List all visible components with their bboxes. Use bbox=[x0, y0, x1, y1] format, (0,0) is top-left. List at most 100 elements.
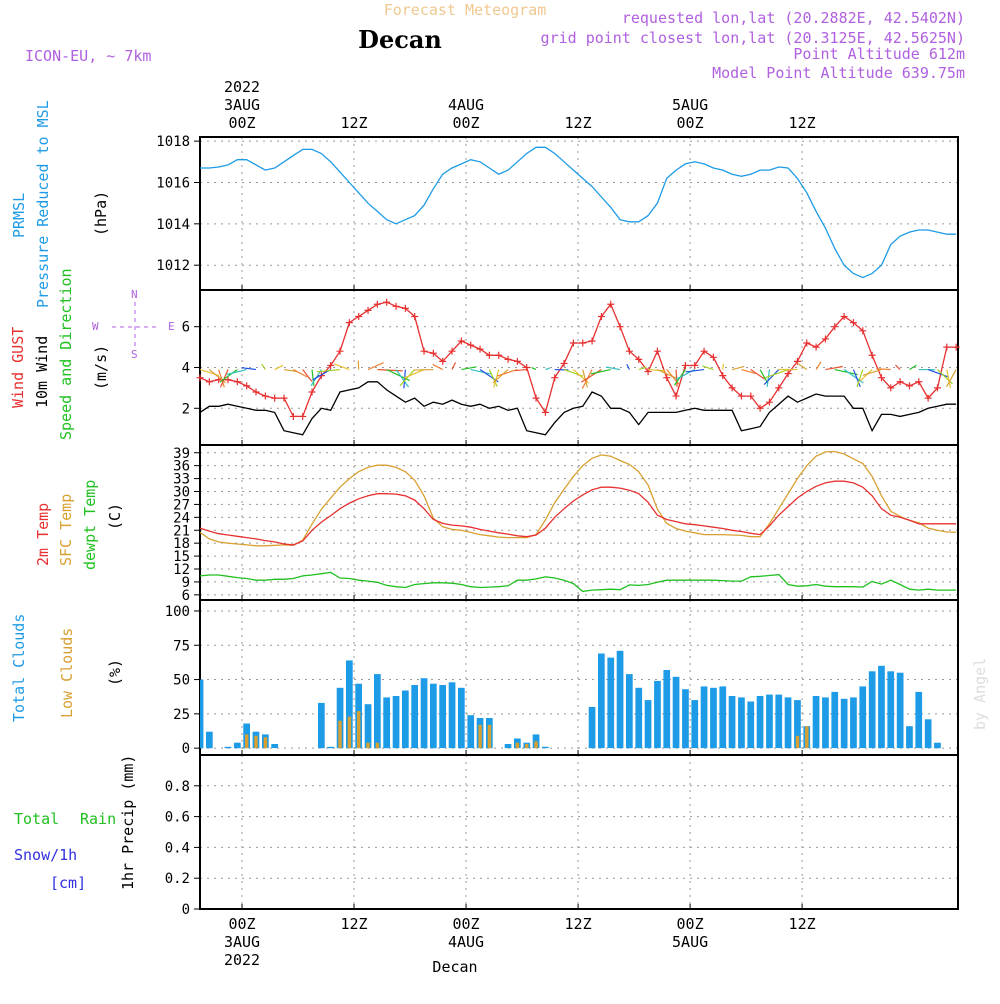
wind-direction-arrow bbox=[895, 365, 900, 369]
gust-marker bbox=[299, 413, 306, 420]
time-axis-label: 12Z bbox=[789, 915, 816, 933]
total-cloud-bar bbox=[897, 673, 904, 748]
gust-marker bbox=[579, 340, 586, 347]
precip-label-total: Total bbox=[14, 810, 59, 828]
gust-marker bbox=[365, 307, 372, 314]
clouds-ytick-label: 25 bbox=[173, 707, 190, 723]
gust-marker bbox=[943, 344, 950, 351]
total-cloud-bar bbox=[766, 695, 773, 749]
gust-marker bbox=[309, 388, 316, 395]
total-cloud-bar bbox=[869, 671, 876, 748]
wind-direction-arrow bbox=[876, 369, 891, 370]
temp-unit: (C) bbox=[106, 503, 124, 530]
low-cloud-bar bbox=[516, 743, 519, 749]
wind-direction-arrow bbox=[452, 363, 455, 370]
clouds-ytick-label: 0 bbox=[182, 741, 190, 757]
gust-marker bbox=[906, 382, 913, 389]
requested-coords: requested lon,lat (20.2882E, 42.5402N) bbox=[622, 9, 965, 27]
total-cloud-bar bbox=[200, 680, 203, 749]
total-cloud-bar bbox=[654, 681, 661, 748]
pressure-frame bbox=[200, 137, 958, 290]
wind-direction-arrow bbox=[461, 367, 476, 370]
low-cloud-bar bbox=[525, 744, 528, 748]
point-altitude: Point Altitude 612m bbox=[793, 45, 965, 63]
model-label: ICON-EU, ~ 7km bbox=[25, 47, 151, 65]
wind-direction-arrow bbox=[414, 370, 433, 371]
pressure-ytick-label: 1012 bbox=[156, 258, 190, 274]
wind-ytick-label: 4 bbox=[182, 361, 190, 377]
wind-direction-arrow bbox=[433, 364, 443, 369]
gust-marker bbox=[551, 374, 558, 381]
wind-direction-arrow bbox=[368, 363, 384, 370]
low-cloud-bar bbox=[366, 743, 369, 749]
wind-direction-arrow bbox=[404, 370, 405, 389]
total-cloud-bar bbox=[729, 696, 736, 748]
total-cloud-bar bbox=[383, 697, 390, 748]
low-cloud-bar bbox=[264, 737, 267, 748]
total-cloud-bar bbox=[234, 743, 241, 749]
gust-marker bbox=[495, 352, 502, 359]
clouds-ytick-label: 50 bbox=[173, 673, 190, 689]
total-cloud-bar bbox=[813, 696, 820, 748]
total-cloud-bar bbox=[271, 744, 278, 748]
temp-label-sfc: SFC Temp bbox=[57, 494, 75, 566]
total-cloud-bar bbox=[589, 707, 596, 748]
low-cloud-bar bbox=[338, 721, 341, 748]
total-cloud-bar bbox=[393, 696, 400, 748]
low-cloud-bar bbox=[254, 736, 257, 748]
gust-marker bbox=[197, 374, 204, 381]
gust-marker bbox=[766, 399, 773, 406]
time-axis-label: 5AUG bbox=[672, 933, 708, 951]
total-cloud-bar bbox=[710, 688, 717, 748]
time-axis-label: 12Z bbox=[340, 915, 367, 933]
low-cloud-bar bbox=[376, 743, 379, 749]
total-cloud-bar bbox=[682, 689, 689, 748]
total-cloud-bar bbox=[785, 697, 792, 748]
total-cloud-bar bbox=[635, 688, 642, 748]
pressure-ytick-label: 1016 bbox=[156, 175, 190, 191]
gust-marker bbox=[775, 384, 782, 391]
gust-marker bbox=[467, 342, 474, 349]
gust-marker bbox=[486, 352, 493, 359]
compass-w: W bbox=[92, 320, 99, 333]
total-cloud-bar bbox=[887, 671, 894, 748]
gust-marker bbox=[589, 337, 596, 344]
time-axis-label: 12Z bbox=[789, 114, 816, 132]
wind-unit: (m/s) bbox=[92, 345, 110, 390]
total-cloud-bar bbox=[505, 744, 512, 748]
temp-label-dewpt: dewpt Temp bbox=[81, 480, 99, 570]
low-cloud-bar bbox=[805, 726, 808, 748]
temp-labels: 2m Temp SFC Temp dewpt Temp (C) bbox=[34, 480, 124, 570]
time-axis-label: 12Z bbox=[340, 114, 367, 132]
time-axis-label: 00Z bbox=[452, 114, 479, 132]
compass-s: S bbox=[131, 348, 138, 361]
gust-marker bbox=[337, 348, 344, 355]
gust-marker bbox=[206, 378, 213, 385]
total-cloud-bar bbox=[318, 703, 325, 748]
time-axis-label: 00Z bbox=[228, 114, 255, 132]
wind-label-10m: 10m Wind bbox=[33, 336, 51, 408]
wind-direction-arrow bbox=[648, 370, 665, 371]
cloud-label-low: Low Clouds bbox=[58, 628, 76, 718]
total-cloud-bar bbox=[673, 677, 680, 748]
total-cloud-bar bbox=[747, 702, 754, 749]
precip-ytick-label: 0.6 bbox=[165, 810, 190, 826]
gust-marker bbox=[542, 409, 549, 416]
gust-marker bbox=[290, 413, 297, 420]
total-cloud-bar bbox=[421, 678, 428, 748]
total-cloud-bar bbox=[878, 666, 885, 748]
low-cloud-bar bbox=[488, 725, 491, 748]
time-axis-label: 2022 bbox=[224, 78, 260, 96]
precip-frame bbox=[200, 755, 958, 909]
total-cloud-bar bbox=[626, 674, 633, 748]
time-axis-label: 12Z bbox=[565, 915, 592, 933]
cloud-unit: (%) bbox=[106, 659, 124, 686]
wind-direction-arrow bbox=[545, 368, 549, 370]
time-axis-label: 00Z bbox=[452, 915, 479, 933]
gust-marker bbox=[234, 378, 241, 385]
gust-marker bbox=[346, 319, 353, 326]
wind-ytick-label: 2 bbox=[182, 401, 190, 417]
total-cloud-bar bbox=[365, 704, 372, 748]
time-axis-label: 3AUG bbox=[224, 96, 260, 114]
